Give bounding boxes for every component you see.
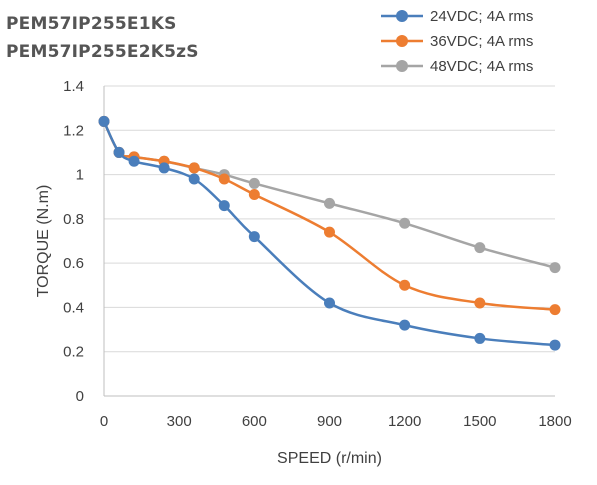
data-point (128, 155, 140, 167)
data-point (98, 115, 110, 127)
data-point (218, 173, 230, 185)
x-tick-label: 900 (317, 413, 342, 430)
data-point (248, 177, 260, 189)
y-tick-label: 0.6 (63, 255, 84, 272)
legend-item: 36VDC; 4A rms (381, 33, 533, 50)
legend-label: 36VDC; 4A rms (430, 33, 533, 50)
data-point (549, 339, 561, 351)
data-point (549, 262, 561, 274)
data-point (188, 173, 200, 185)
legend-marker (396, 35, 408, 47)
y-tick-label: 0.8 (63, 211, 84, 228)
tick-labels: 0 300 600 900 1200 1500 1800 0 0.2 0.4 0.6 0.8 1 1.2 1… (63, 78, 572, 430)
x-tick-label: 0 (100, 413, 108, 430)
chart-title-line-1: PEM57IP255E1KS (6, 14, 177, 34)
x-tick-label: 1500 (463, 413, 496, 430)
data-point (399, 279, 411, 291)
series-line (102, 120, 556, 269)
y-tick-label: 0 (76, 388, 84, 405)
data-point (113, 146, 125, 158)
x-tick-label: 1800 (538, 413, 571, 430)
data-point (474, 242, 486, 254)
data-point (474, 297, 486, 309)
legend-marker (396, 10, 408, 22)
data-point (248, 231, 260, 243)
grid-lines (104, 85, 555, 353)
y-tick-label: 1.4 (63, 78, 84, 95)
data-point (399, 217, 411, 229)
x-tick-label: 300 (167, 413, 192, 430)
data-point (158, 162, 170, 174)
x-axis-title: SPEED (r/min) (277, 450, 382, 467)
legend: 24VDC; 4A rms 36VDC; 4A rms 48VDC; 4A rms (381, 8, 533, 75)
data-point (248, 189, 260, 200)
x-tick-label: 600 (242, 413, 267, 430)
legend-label: 48VDC; 4A rms (430, 58, 533, 75)
data-point (399, 319, 411, 331)
legend-label: 24VDC; 4A rms (430, 8, 533, 25)
chart-title-line-2: PEM57IP255E2K5zS (6, 42, 199, 62)
data-point (324, 297, 335, 309)
series-line (102, 120, 556, 311)
y-axis-title: TORQUE (N.m) (35, 185, 52, 298)
data-point (324, 226, 335, 238)
y-tick-label: 1.2 (63, 122, 84, 139)
data-point (474, 332, 486, 344)
data-point (324, 197, 335, 209)
series-1 (98, 115, 561, 351)
x-tick-label: 1200 (388, 413, 421, 430)
axes (103, 86, 555, 397)
y-tick-label: 1 (76, 167, 84, 184)
data-point (188, 162, 200, 174)
y-tick-label: 0.4 (63, 299, 84, 316)
legend-marker (396, 60, 408, 72)
data-point (218, 200, 230, 212)
series-layer (98, 115, 561, 351)
series-3 (98, 115, 561, 274)
data-point (549, 304, 561, 316)
legend-item: 48VDC; 4A rms (381, 58, 533, 75)
series-2 (98, 115, 561, 316)
y-tick-label: 0.2 (63, 344, 84, 361)
legend-item: 24VDC; 4A rms (381, 8, 533, 25)
